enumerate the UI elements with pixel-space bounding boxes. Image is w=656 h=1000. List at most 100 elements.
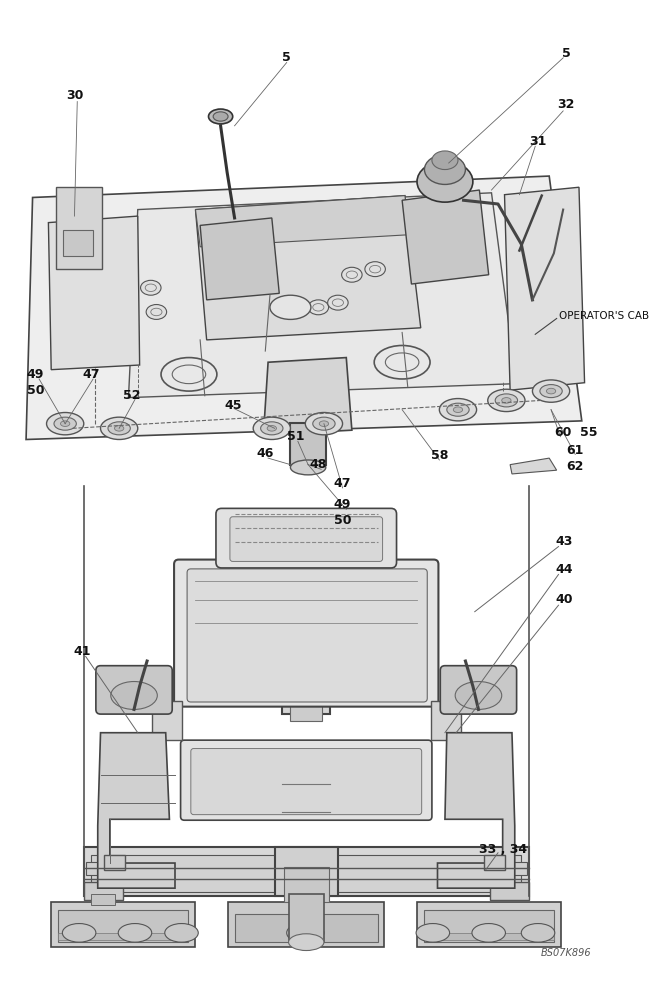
- Bar: [42, 477, 573, 951]
- Bar: [291, 551, 322, 721]
- Ellipse shape: [432, 151, 458, 170]
- Ellipse shape: [502, 398, 511, 403]
- Bar: [58, 910, 188, 942]
- Ellipse shape: [313, 417, 335, 430]
- Text: 33 , 34: 33 , 34: [479, 843, 527, 856]
- Text: 41: 41: [73, 645, 91, 658]
- Text: 49: 49: [27, 368, 44, 381]
- Ellipse shape: [146, 305, 167, 319]
- Ellipse shape: [54, 417, 76, 430]
- Polygon shape: [49, 216, 140, 370]
- Text: 46: 46: [256, 447, 274, 460]
- Text: 30: 30: [66, 89, 83, 102]
- Bar: [91, 855, 522, 892]
- Ellipse shape: [472, 924, 506, 942]
- Bar: [91, 894, 115, 905]
- Polygon shape: [264, 358, 352, 435]
- Ellipse shape: [308, 300, 329, 315]
- Polygon shape: [195, 196, 420, 340]
- Ellipse shape: [62, 924, 96, 942]
- Ellipse shape: [546, 388, 556, 394]
- Ellipse shape: [447, 403, 469, 416]
- Text: 49: 49: [334, 498, 351, 511]
- Polygon shape: [510, 458, 557, 474]
- Ellipse shape: [533, 380, 569, 402]
- Bar: [63, 230, 93, 256]
- Ellipse shape: [289, 934, 324, 951]
- Text: 40: 40: [556, 593, 573, 606]
- Text: 61: 61: [567, 444, 584, 457]
- Ellipse shape: [118, 924, 152, 942]
- Bar: [152, 701, 182, 740]
- Text: 5: 5: [282, 51, 291, 64]
- FancyBboxPatch shape: [440, 666, 517, 714]
- Text: 52: 52: [123, 389, 141, 402]
- Text: 32: 32: [557, 98, 575, 111]
- Bar: [86, 862, 102, 875]
- Ellipse shape: [209, 109, 233, 124]
- Ellipse shape: [417, 161, 473, 202]
- Polygon shape: [195, 196, 409, 247]
- Bar: [275, 847, 338, 896]
- Text: 62: 62: [567, 460, 584, 473]
- Ellipse shape: [111, 682, 157, 709]
- FancyBboxPatch shape: [174, 560, 438, 707]
- Bar: [84, 847, 529, 896]
- Ellipse shape: [287, 923, 324, 943]
- Ellipse shape: [47, 413, 84, 435]
- Bar: [431, 701, 461, 740]
- Ellipse shape: [140, 280, 161, 295]
- Text: 31: 31: [529, 135, 546, 148]
- Polygon shape: [402, 190, 489, 284]
- FancyBboxPatch shape: [187, 569, 427, 702]
- FancyBboxPatch shape: [180, 740, 432, 820]
- Ellipse shape: [374, 345, 430, 379]
- FancyBboxPatch shape: [230, 517, 382, 561]
- Bar: [291, 423, 326, 465]
- Polygon shape: [200, 218, 279, 300]
- Text: 45: 45: [224, 399, 241, 412]
- Ellipse shape: [319, 421, 329, 426]
- Bar: [424, 910, 554, 942]
- Ellipse shape: [100, 417, 138, 439]
- Bar: [104, 855, 125, 870]
- Bar: [282, 530, 331, 714]
- Ellipse shape: [165, 924, 198, 942]
- Ellipse shape: [416, 924, 449, 942]
- Text: 60: 60: [554, 426, 572, 439]
- Ellipse shape: [488, 389, 525, 412]
- Ellipse shape: [270, 295, 311, 319]
- Ellipse shape: [440, 399, 477, 421]
- Ellipse shape: [267, 426, 276, 431]
- Bar: [289, 894, 324, 942]
- Bar: [484, 855, 504, 870]
- Ellipse shape: [253, 417, 291, 439]
- Ellipse shape: [424, 155, 465, 184]
- Text: 43: 43: [556, 535, 573, 548]
- Text: 55: 55: [579, 426, 597, 439]
- Text: 51: 51: [287, 430, 305, 443]
- Polygon shape: [98, 733, 175, 888]
- FancyBboxPatch shape: [191, 749, 422, 815]
- Polygon shape: [129, 193, 517, 398]
- Ellipse shape: [455, 682, 502, 709]
- Bar: [228, 902, 384, 947]
- Ellipse shape: [365, 262, 385, 277]
- Ellipse shape: [342, 267, 362, 282]
- Bar: [51, 902, 195, 947]
- FancyBboxPatch shape: [216, 508, 396, 568]
- Ellipse shape: [327, 295, 348, 310]
- Ellipse shape: [213, 112, 228, 121]
- Bar: [489, 882, 529, 900]
- Ellipse shape: [161, 358, 217, 391]
- Polygon shape: [504, 187, 584, 390]
- Bar: [58, 933, 188, 940]
- Text: 58: 58: [431, 449, 448, 462]
- Text: 50: 50: [27, 384, 44, 397]
- Ellipse shape: [108, 422, 131, 435]
- Bar: [424, 933, 554, 940]
- Text: OPERATOR'S CAB: OPERATOR'S CAB: [558, 311, 649, 321]
- Bar: [56, 187, 102, 269]
- FancyBboxPatch shape: [96, 666, 173, 714]
- Ellipse shape: [60, 421, 70, 426]
